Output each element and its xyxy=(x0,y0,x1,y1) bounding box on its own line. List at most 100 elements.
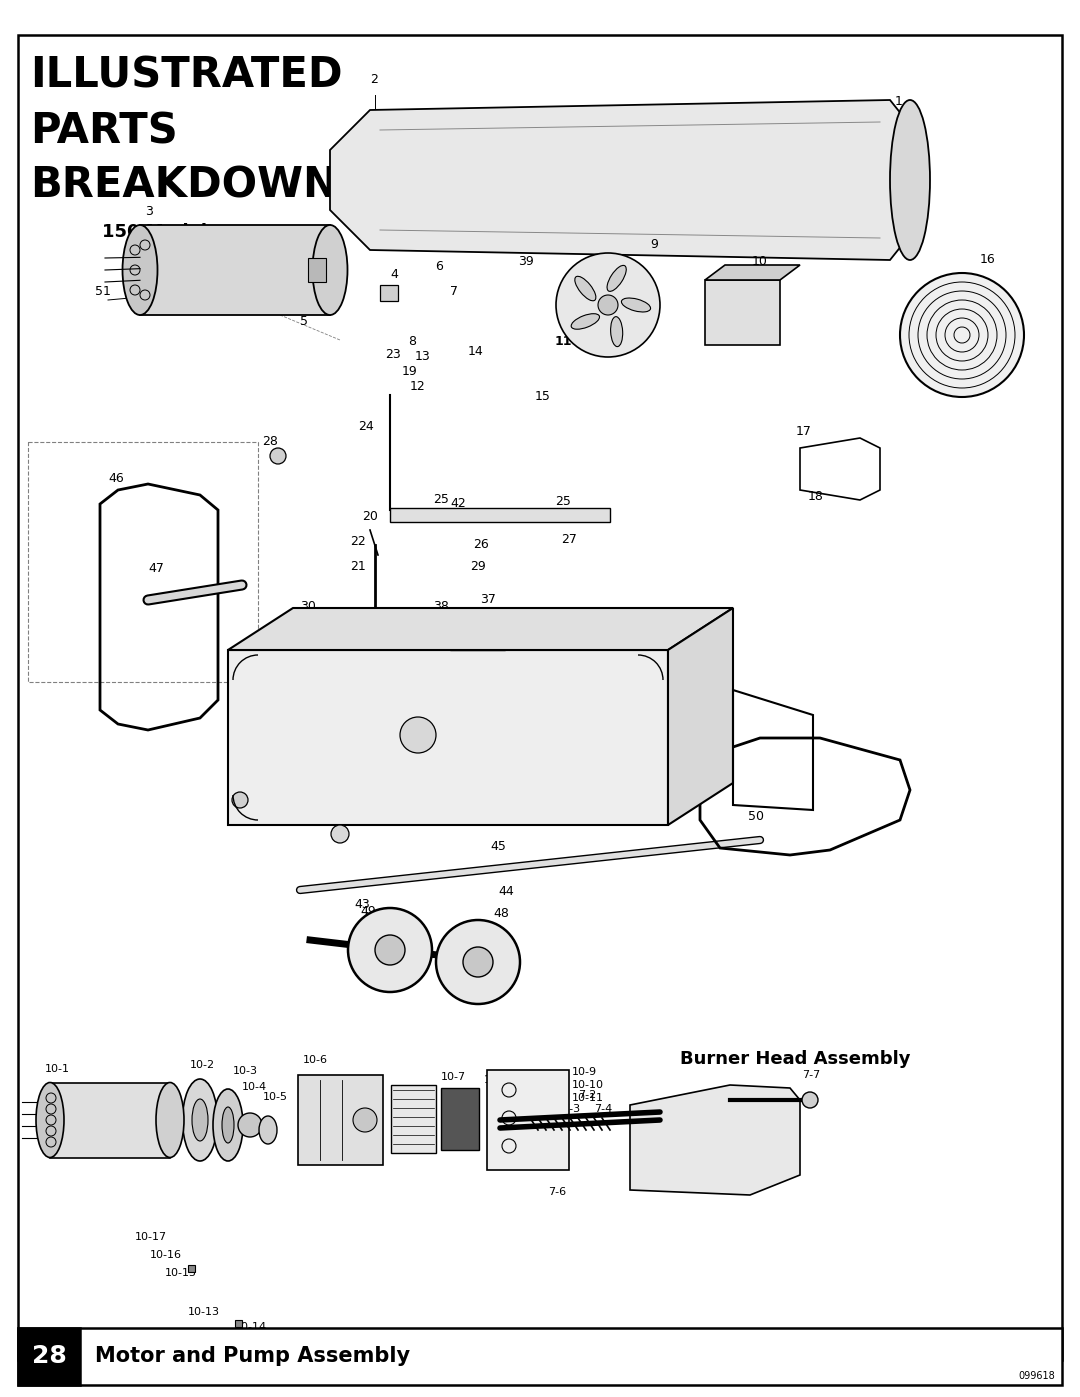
Text: 40: 40 xyxy=(454,680,470,693)
Text: 10-15: 10-15 xyxy=(165,1268,197,1278)
Text: 10-17: 10-17 xyxy=(135,1232,167,1242)
Text: 7-4: 7-4 xyxy=(594,1104,612,1113)
Bar xyxy=(487,1070,569,1171)
Text: 28: 28 xyxy=(31,1344,66,1368)
Ellipse shape xyxy=(575,277,596,300)
Text: 35: 35 xyxy=(228,774,244,787)
Text: 42: 42 xyxy=(450,497,465,510)
Text: 10-13: 10-13 xyxy=(188,1308,220,1317)
Text: 099618: 099618 xyxy=(1018,1370,1055,1382)
Bar xyxy=(308,258,326,282)
Polygon shape xyxy=(330,101,910,260)
Text: 7-6: 7-6 xyxy=(548,1187,566,1197)
Text: 15: 15 xyxy=(535,390,551,402)
Text: 43: 43 xyxy=(354,898,369,911)
Ellipse shape xyxy=(222,1106,234,1143)
Text: 20: 20 xyxy=(362,510,378,522)
Text: 36: 36 xyxy=(240,810,256,823)
Bar xyxy=(705,279,780,345)
Text: 10-12: 10-12 xyxy=(335,1354,367,1363)
Text: 5: 5 xyxy=(300,314,308,328)
Text: 10-6: 10-6 xyxy=(303,1055,328,1065)
Text: ILLUSTRATED: ILLUSTRATED xyxy=(30,54,342,96)
Circle shape xyxy=(598,295,618,314)
Bar xyxy=(140,225,330,314)
Circle shape xyxy=(463,947,492,977)
Text: 11: 11 xyxy=(555,335,572,348)
Text: 10-1: 10-1 xyxy=(45,1065,70,1074)
Text: 23: 23 xyxy=(384,348,401,360)
Text: 47: 47 xyxy=(148,562,164,576)
Text: 27: 27 xyxy=(561,534,577,546)
Text: 49: 49 xyxy=(360,905,376,918)
Text: 7-2: 7-2 xyxy=(542,1090,561,1099)
Circle shape xyxy=(802,1092,818,1108)
Bar xyxy=(298,1076,383,1165)
Text: 51: 51 xyxy=(95,285,111,298)
Text: 13: 13 xyxy=(415,351,431,363)
Text: 7-1: 7-1 xyxy=(490,1099,508,1111)
Ellipse shape xyxy=(890,101,930,260)
Text: 50: 50 xyxy=(748,810,764,823)
Text: 7: 7 xyxy=(450,285,458,298)
Polygon shape xyxy=(228,608,733,650)
Text: 25: 25 xyxy=(555,495,571,509)
Circle shape xyxy=(232,792,248,807)
Text: 10: 10 xyxy=(752,256,768,268)
Text: 52: 52 xyxy=(669,658,684,671)
Text: 46: 46 xyxy=(108,472,124,485)
Text: 44: 44 xyxy=(498,886,514,898)
Text: 26: 26 xyxy=(473,538,489,550)
Text: 32: 32 xyxy=(510,708,526,721)
Circle shape xyxy=(238,1113,262,1137)
Text: 10-2: 10-2 xyxy=(190,1060,215,1070)
Ellipse shape xyxy=(36,1083,64,1158)
Text: 25: 25 xyxy=(433,493,449,506)
Polygon shape xyxy=(669,608,733,826)
Text: Motor and Pump Assembly: Motor and Pump Assembly xyxy=(95,1345,410,1366)
Circle shape xyxy=(556,253,660,358)
Bar xyxy=(235,1320,242,1327)
Text: 37: 37 xyxy=(480,592,496,606)
Ellipse shape xyxy=(259,1116,276,1144)
Circle shape xyxy=(270,448,286,464)
Text: 21: 21 xyxy=(350,560,366,573)
Circle shape xyxy=(400,717,436,753)
Ellipse shape xyxy=(607,265,626,292)
Bar xyxy=(380,285,399,300)
Text: 48: 48 xyxy=(492,907,509,921)
Text: 38: 38 xyxy=(433,599,449,613)
Text: 17: 17 xyxy=(796,425,812,439)
Ellipse shape xyxy=(156,1083,184,1158)
Text: 10-7: 10-7 xyxy=(441,1071,467,1083)
Text: 10-5: 10-5 xyxy=(264,1092,288,1102)
Text: 12: 12 xyxy=(410,380,426,393)
Text: 10-9: 10-9 xyxy=(572,1067,597,1077)
Text: 6: 6 xyxy=(435,260,443,272)
Text: 30: 30 xyxy=(300,599,315,613)
Text: 45: 45 xyxy=(490,840,505,854)
Text: 10-14: 10-14 xyxy=(235,1322,267,1331)
Ellipse shape xyxy=(192,1099,208,1141)
Circle shape xyxy=(348,908,432,992)
Text: 7-2: 7-2 xyxy=(578,1090,596,1099)
Bar xyxy=(441,1088,480,1150)
Text: 14: 14 xyxy=(468,345,484,358)
Bar xyxy=(28,441,258,682)
Text: Burner Head Assembly: Burner Head Assembly xyxy=(680,1051,910,1067)
Text: 19: 19 xyxy=(402,365,418,379)
Text: 28: 28 xyxy=(262,434,278,448)
Text: 8: 8 xyxy=(408,335,416,348)
Bar xyxy=(18,1329,1062,1384)
Text: BREAKDOWN: BREAKDOWN xyxy=(30,165,338,207)
Text: 41: 41 xyxy=(328,812,343,826)
Circle shape xyxy=(330,826,349,842)
Circle shape xyxy=(900,272,1024,397)
Ellipse shape xyxy=(122,225,158,314)
Ellipse shape xyxy=(610,317,623,346)
Text: 24: 24 xyxy=(357,420,374,433)
Circle shape xyxy=(353,1108,377,1132)
Bar xyxy=(188,1266,195,1273)
Text: 10-10: 10-10 xyxy=(572,1080,604,1090)
Bar xyxy=(391,1085,436,1153)
